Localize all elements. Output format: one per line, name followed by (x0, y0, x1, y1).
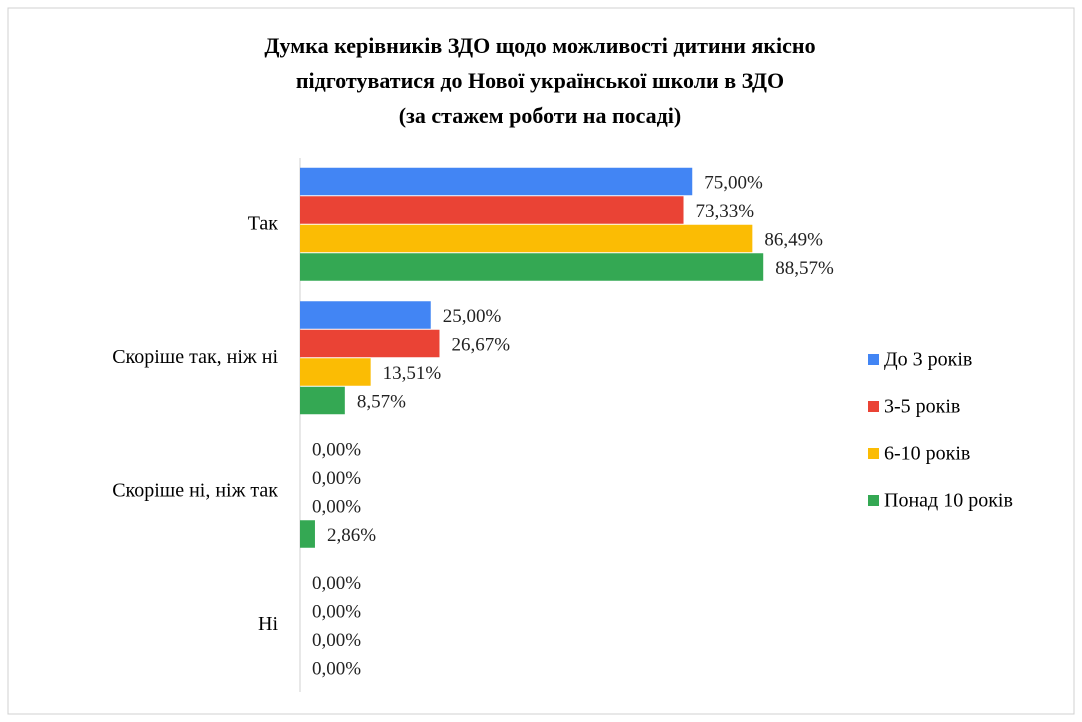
bar (300, 520, 315, 548)
value-label: 8,57% (357, 391, 406, 412)
value-label: 2,86% (327, 525, 376, 546)
value-label: 0,00% (312, 496, 361, 517)
legend-swatch (868, 401, 879, 412)
y-tick-label: Ні (258, 613, 278, 635)
value-label: 0,00% (312, 658, 361, 679)
value-label: 0,00% (312, 468, 361, 489)
chart-title: Думка керівників ЗДО щодо можливості дит… (264, 33, 815, 58)
bar (300, 253, 764, 281)
value-label: 0,00% (312, 601, 361, 622)
y-tick-label: Скоріше так, ніж ні (112, 346, 278, 368)
legend-swatch (868, 495, 879, 506)
y-tick-label: Скоріше ні, ніж так (112, 479, 278, 501)
chart-frame (7, 7, 1075, 715)
bar (300, 301, 431, 329)
bar (300, 329, 440, 358)
y-tick-label: Так (248, 212, 279, 234)
chart-title: підготуватися до Нової української школи… (296, 68, 784, 93)
value-label: 86,49% (764, 229, 823, 250)
bar (300, 224, 753, 253)
legend-label: 3-5 років (884, 396, 960, 418)
value-label: 73,33% (696, 201, 755, 222)
bar (300, 196, 684, 224)
legend-label: До 3 років (884, 349, 972, 371)
legend-label: 6-10 років (884, 443, 970, 465)
legend-label: Понад 10 років (884, 490, 1013, 512)
chart-title: (за стажем роботи на посаді) (399, 103, 682, 128)
value-label: 25,00% (443, 306, 502, 327)
legend-swatch (868, 448, 879, 459)
value-label: 88,57% (775, 258, 834, 279)
bar (300, 167, 693, 196)
value-label: 0,00% (312, 630, 361, 651)
legend-swatch (868, 354, 879, 365)
value-label: 13,51% (383, 363, 442, 384)
bar (300, 358, 371, 386)
bar (300, 386, 345, 415)
value-label: 75,00% (704, 172, 763, 193)
value-label: 0,00% (312, 573, 361, 594)
value-label: 26,67% (451, 334, 510, 355)
value-label: 0,00% (312, 439, 361, 460)
